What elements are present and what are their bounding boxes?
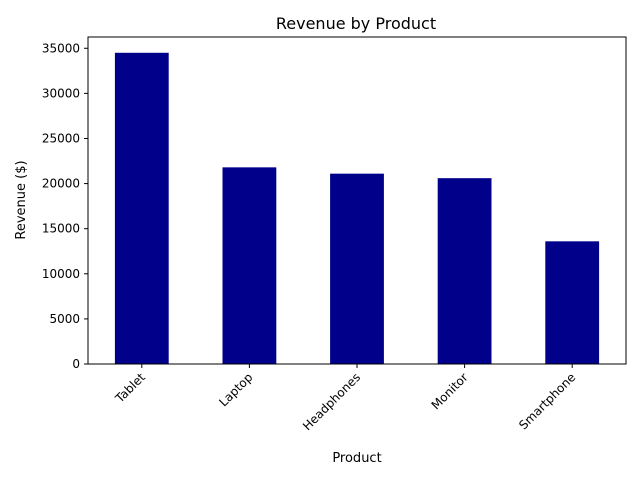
y-tick-label: 25000 <box>42 131 80 145</box>
x-tick-label: Tablet <box>112 370 148 406</box>
y-tick-label: 30000 <box>42 86 80 100</box>
bar-smartphone <box>545 241 600 364</box>
x-axis-label: Product <box>332 451 381 466</box>
bars <box>114 52 600 365</box>
chart-title: Revenue by Product <box>276 14 436 33</box>
x-tick-label: Laptop <box>216 370 255 409</box>
y-axis: 0 5000 10000 15000 20000 25000 30000 35000 <box>42 41 88 371</box>
bar-monitor <box>437 178 492 364</box>
y-axis-label: Revenue ($) <box>14 160 29 239</box>
y-tick-label: 0 <box>72 357 80 371</box>
x-axis: Tablet Laptop Headphones Monitor Smartphone <box>112 364 578 433</box>
bar-tablet <box>114 52 169 365</box>
bar-laptop <box>222 167 277 364</box>
bar-headphones <box>330 173 384 364</box>
x-tick-label: Smartphone <box>516 370 578 432</box>
x-tick-label: Headphones <box>300 370 363 433</box>
y-tick-label: 15000 <box>42 222 80 236</box>
y-tick-label: 20000 <box>42 177 80 191</box>
plot-frame <box>87 36 627 365</box>
y-tick-label: 35000 <box>42 41 80 55</box>
y-tick-label: 5000 <box>49 312 80 326</box>
y-tick-label: 10000 <box>42 267 80 281</box>
x-tick-label: Monitor <box>429 370 471 412</box>
